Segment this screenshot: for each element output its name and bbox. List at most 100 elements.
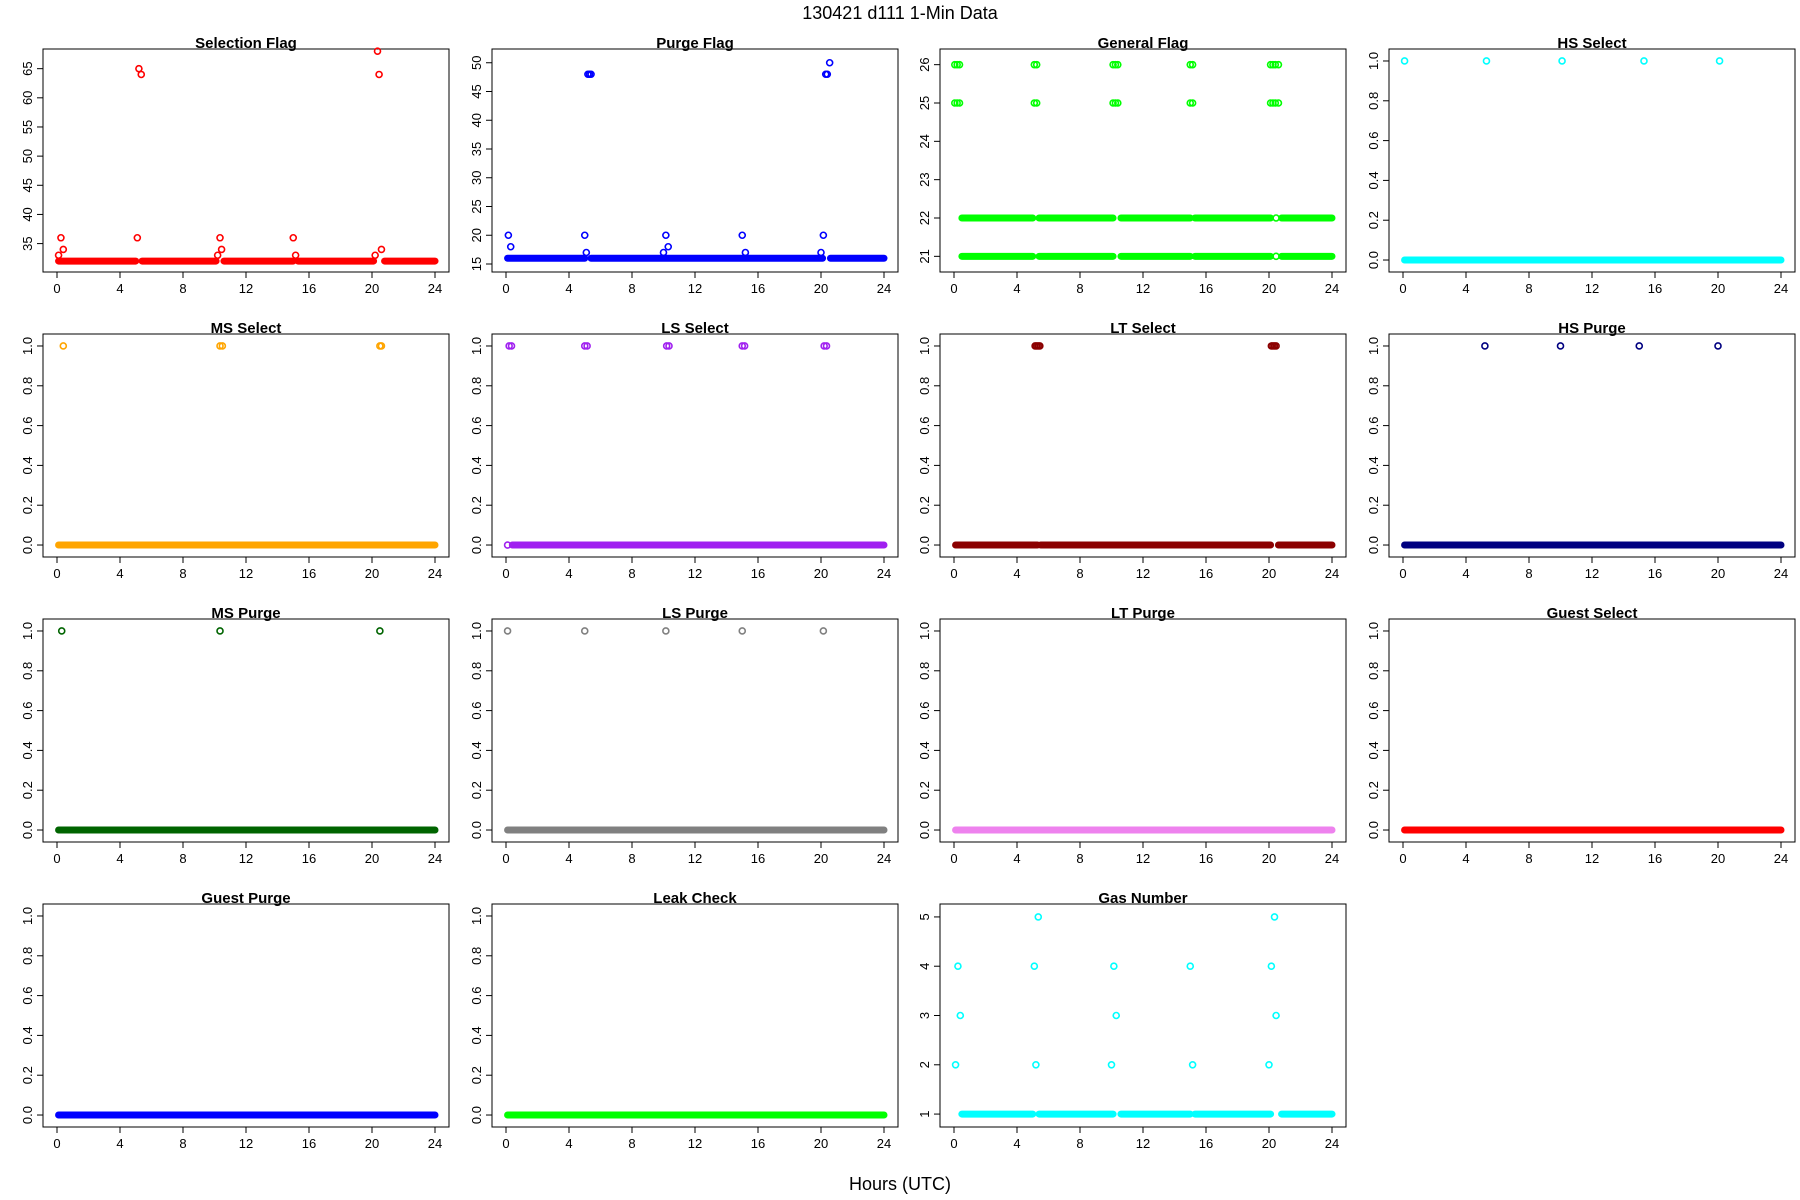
data-point [1032, 60, 1041, 69]
plot-frame [42, 333, 450, 558]
x-tick-label: 24 [1774, 566, 1788, 581]
x-tick-label: 8 [179, 1136, 186, 1151]
x-tick-label: 12 [1585, 566, 1599, 581]
y-tick-label: 0.4 [917, 456, 932, 474]
x-tick-label: 4 [116, 1136, 123, 1151]
y-tick-label: 23 [917, 172, 932, 186]
data-point [503, 541, 512, 549]
x-tick-label: 24 [877, 281, 891, 296]
x-tick-label: 8 [1525, 851, 1532, 866]
x-tick-label: 20 [365, 566, 379, 581]
x-tick-label: 0 [502, 1136, 509, 1151]
data-point [1715, 57, 1724, 65]
x-tick-label: 4 [565, 851, 572, 866]
data-point [953, 60, 961, 69]
x-tick-label: 0 [950, 851, 957, 866]
y-tick-label: 0.2 [1366, 781, 1381, 799]
x-tick-label: 0 [1399, 851, 1406, 866]
x-tick-label: 16 [1199, 851, 1213, 866]
panel-2: General Flag 0 4 8 12 16 20 24 21 22 23 24 25 26 [917, 35, 1347, 296]
y-tick-label: 0.4 [469, 741, 484, 759]
data-point [216, 342, 224, 350]
y-tick-label: 1.0 [20, 337, 35, 355]
data-point [662, 627, 670, 635]
y-tick-label: 30 [469, 171, 484, 185]
data-point [817, 248, 825, 257]
x-tick-label: 4 [565, 1136, 572, 1151]
y-tick-label: 40 [20, 207, 35, 221]
data-point [740, 342, 749, 350]
y-tick-label: 0.2 [917, 781, 932, 799]
y-tick-label: 0.8 [20, 377, 35, 395]
panel-title: HS Select [1557, 35, 1626, 52]
x-tick-label: 16 [302, 281, 316, 296]
y-tick-label: 25 [469, 199, 484, 213]
panel-title: HS Purge [1558, 320, 1626, 337]
x-tick-label: 24 [1325, 281, 1339, 296]
plot-frame [1388, 48, 1796, 273]
panel-1: Purge Flag 0 4 8 12 16 20 24 15 20 25 30 35 40 45 50 [469, 35, 899, 296]
data-point [1266, 99, 1275, 107]
y-tick-label: 0.6 [20, 702, 35, 720]
y-tick-label: 65 [20, 61, 35, 75]
y-tick-label: 26 [917, 57, 932, 71]
y-tick-label: 0.6 [1366, 417, 1381, 435]
y-tick-label: 0.8 [469, 377, 484, 395]
y-tick-label: 45 [20, 178, 35, 192]
x-tick-label: 12 [1136, 566, 1150, 581]
plot-frame [42, 48, 450, 273]
panel-13: Leak Check 0 4 8 12 16 20 24 0.0 0.2 0.4 0.6 0.8 1.0 [469, 890, 899, 1151]
panel-title: LS Purge [662, 605, 728, 622]
x-tick-label: 24 [1774, 851, 1788, 866]
data-point [1272, 342, 1280, 350]
y-tick-label: 0.8 [1366, 662, 1381, 680]
data-point [1188, 1060, 1197, 1069]
y-tick-label: 1.0 [917, 622, 932, 640]
x-tick-label: 16 [751, 851, 765, 866]
data-point [506, 242, 515, 251]
y-tick-label: 0.4 [20, 1026, 35, 1044]
data-point [1266, 60, 1275, 69]
data-point [950, 99, 959, 107]
x-tick-label: 12 [1585, 281, 1599, 296]
x-tick-label: 16 [302, 851, 316, 866]
x-tick-label: 12 [1585, 851, 1599, 866]
y-tick-label: 1.0 [1366, 337, 1381, 355]
y-tick-label: 1.0 [20, 622, 35, 640]
data-point [1272, 214, 1280, 222]
data-point [662, 342, 671, 350]
y-tick-label: 0.4 [469, 456, 484, 474]
panel-9: LS Purge 0 4 8 12 16 20 24 0.0 0.2 0.4 0.6 0.8 1.0 [469, 605, 899, 866]
data-point [1188, 60, 1197, 69]
panel-7: HS Purge 0 4 8 12 16 20 24 0.0 0.2 0.4 0.6 0.8 1.0 [1366, 320, 1796, 581]
y-tick-label: 0.8 [20, 662, 35, 680]
y-tick-label: 0.0 [20, 536, 35, 554]
data-point [1188, 99, 1197, 107]
plot-frame [939, 333, 1347, 558]
y-tick-label: 50 [469, 56, 484, 70]
x-tick-label: 20 [1262, 281, 1276, 296]
x-tick-label: 0 [950, 1136, 957, 1151]
x-tick-label: 24 [1774, 281, 1788, 296]
data-point [820, 342, 828, 350]
data-point [1030, 60, 1039, 69]
plot-frame [939, 618, 1347, 843]
data-point [1271, 99, 1280, 107]
x-tick-label: 0 [53, 566, 60, 581]
x-tick-label: 24 [1325, 566, 1339, 581]
x-tick-label: 8 [1076, 281, 1083, 296]
x-tick-label: 8 [628, 1136, 635, 1151]
y-tick-label: 0.4 [1366, 741, 1381, 759]
data-point [1114, 60, 1122, 69]
y-tick-label: 0.8 [469, 662, 484, 680]
y-tick-label: 1 [917, 1110, 932, 1117]
data-point [1270, 913, 1279, 921]
data-point [133, 233, 142, 242]
x-tick-label: 0 [950, 281, 957, 296]
y-tick-label: 35 [469, 142, 484, 156]
plot-frame [491, 48, 899, 273]
y-tick-label: 24 [917, 134, 932, 148]
y-tick-label: 0.2 [469, 781, 484, 799]
data-point [1481, 342, 1489, 350]
